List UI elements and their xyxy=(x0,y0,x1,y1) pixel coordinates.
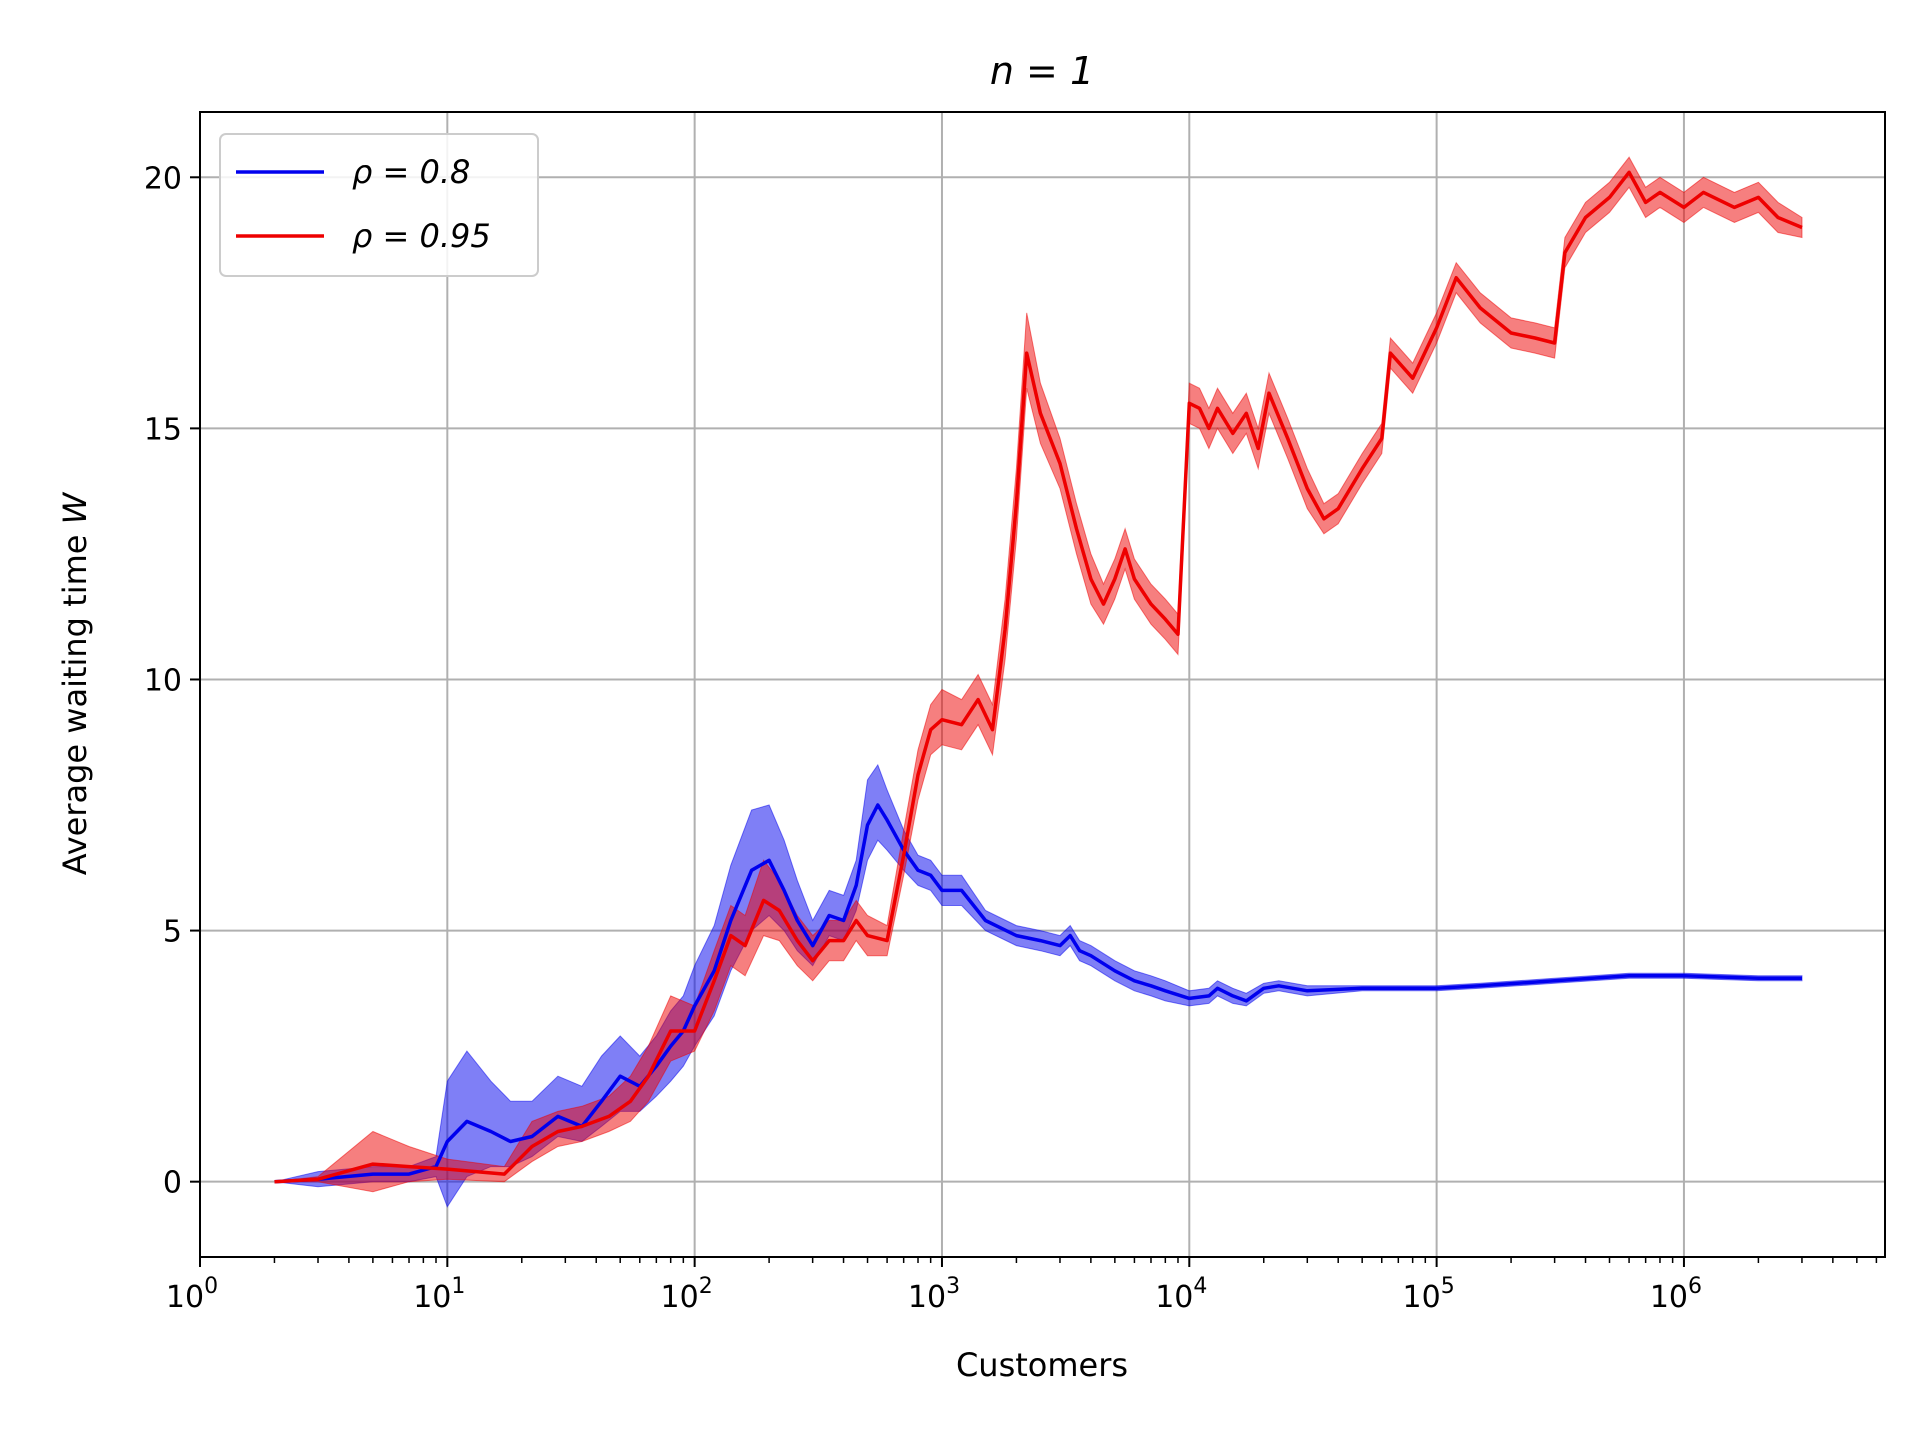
x-tick-label: 104 xyxy=(1155,1274,1207,1315)
y-tick-label: 10 xyxy=(144,663,182,698)
x-tick-label: 106 xyxy=(1650,1274,1702,1315)
x-tick-label: 101 xyxy=(413,1274,465,1315)
chart-title: n = 1 xyxy=(990,49,1094,93)
x-axis: 100 101 102 103 104 105 106 xyxy=(166,1257,1878,1315)
legend-label-1: ρ = 0.95 xyxy=(352,217,491,255)
y-axis: 0 5 10 15 20 xyxy=(144,161,200,1201)
y-tick-label: 20 xyxy=(144,161,182,196)
x-tick-label: 105 xyxy=(1403,1274,1455,1315)
legend-label-0: ρ = 0.8 xyxy=(352,153,470,191)
x-tick-label: 100 xyxy=(166,1274,218,1315)
x-axis-label: Customers xyxy=(956,1346,1128,1384)
plot-frame xyxy=(199,111,1886,1258)
legend-box xyxy=(219,133,539,277)
legend: ρ = 0.8 ρ = 0.95 xyxy=(219,133,539,277)
y-tick-label: 0 xyxy=(163,1166,182,1201)
y-axis-label: Average waiting time W xyxy=(56,491,94,875)
grid xyxy=(200,112,1885,1257)
y-tick-label: 15 xyxy=(144,412,182,447)
series-line-1 xyxy=(274,170,1803,1184)
y-tick-label: 5 xyxy=(163,915,182,950)
series-lines xyxy=(274,170,1803,1184)
x-tick-label: 103 xyxy=(908,1274,960,1315)
x-tick-label: 102 xyxy=(661,1274,713,1315)
